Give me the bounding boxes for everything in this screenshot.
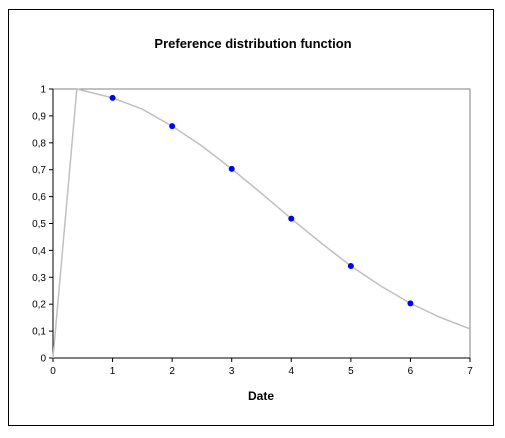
y-tick-label: 1: [40, 85, 46, 96]
points-layer: [109, 94, 414, 307]
x-tick-label: 2: [169, 366, 175, 377]
x-axis-label: Date: [248, 389, 274, 403]
x-tick-label: 6: [408, 366, 414, 377]
data-point: [347, 263, 354, 270]
curve-layer: [52, 88, 471, 359]
x-tick-label: 7: [467, 366, 473, 377]
plot-area: [52, 88, 471, 359]
x-tick-label: 0: [50, 366, 56, 377]
data-point: [228, 165, 235, 172]
chart-svg: Preference distribution function 0 0,1 0,2…: [32, 36, 473, 403]
y-tick-label: 0,2: [32, 300, 46, 311]
data-point: [169, 123, 176, 130]
y-tick-label: 0,3: [32, 273, 46, 284]
y-tick-label: 0,9: [32, 111, 46, 122]
y-tick-label: 0,4: [32, 246, 46, 257]
y-tick-label: 0: [40, 354, 46, 365]
axes: 0 0,1 0,2 0,3 0,4 0,5 0,6 0,7 0,8 0,9 1 0 1 2 3 4 5 6 7: [32, 85, 473, 378]
x-tick-label: 3: [229, 366, 235, 377]
chart-title: Preference distribution function: [154, 36, 351, 51]
y-tick-label: 0,1: [32, 327, 46, 338]
x-tick-label: 1: [110, 366, 116, 377]
data-point: [288, 215, 295, 222]
y-tick-label: 0,8: [32, 138, 46, 149]
y-tick-label: 0,6: [32, 192, 46, 203]
y-tick-label: 0,7: [32, 165, 46, 176]
chart-frame: Preference distribution function 0 0,1 0,2…: [8, 9, 494, 426]
data-point: [109, 94, 116, 101]
x-tick-label: 4: [289, 366, 295, 377]
y-tick-label: 0,5: [32, 219, 46, 230]
data-point: [407, 300, 414, 307]
x-tick-label: 5: [348, 366, 354, 377]
series-line: [52, 88, 471, 359]
